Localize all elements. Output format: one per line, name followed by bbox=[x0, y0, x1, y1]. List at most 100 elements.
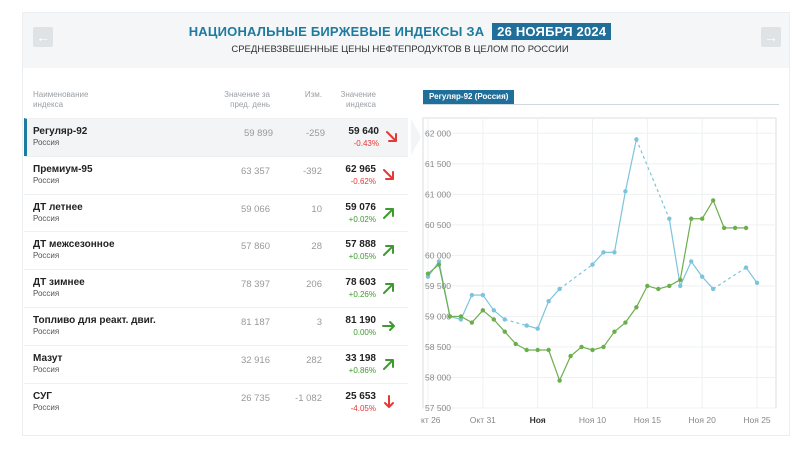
index-region: Россия bbox=[33, 364, 60, 374]
data-point bbox=[469, 292, 475, 298]
index-value: 59 640 bbox=[348, 126, 379, 137]
index-value: 33 198 bbox=[345, 352, 376, 364]
series-line-segment bbox=[690, 261, 703, 278]
data-point bbox=[458, 314, 464, 319]
table-row[interactable]: Мазут Россия 32 916 282 33 198 +0.86% bbox=[24, 344, 408, 383]
series-line-segment bbox=[537, 300, 550, 329]
header-prev-line1: Значение за bbox=[224, 90, 270, 99]
change-percent: -0.43% bbox=[353, 139, 379, 148]
data-point bbox=[469, 320, 475, 325]
data-point bbox=[689, 259, 694, 264]
data-point bbox=[634, 137, 639, 142]
chart-tab[interactable]: Регуляр-92 (Россия) bbox=[423, 90, 515, 104]
index-name: Мазут bbox=[33, 352, 63, 364]
header-change: Изм. bbox=[304, 90, 322, 99]
data-point bbox=[710, 286, 716, 292]
index-name: Регуляр-92 bbox=[33, 126, 88, 137]
chart-tab-divider bbox=[423, 104, 779, 105]
index-value: 78 603 bbox=[345, 277, 376, 289]
index-value: 81 190 bbox=[345, 314, 376, 326]
prev-value: 57 860 bbox=[240, 241, 270, 253]
data-point bbox=[678, 277, 683, 282]
header-name: Наименование индекса bbox=[33, 90, 88, 110]
data-point bbox=[535, 326, 540, 331]
change-percent: -0.62% bbox=[350, 176, 376, 186]
y-tick-label: 61 000 bbox=[425, 189, 451, 199]
series-line-segment bbox=[592, 251, 604, 265]
change-value: 28 bbox=[311, 241, 322, 253]
data-point bbox=[590, 347, 595, 353]
data-point bbox=[634, 305, 639, 310]
data-point bbox=[623, 189, 628, 194]
y-tick-label: 60 500 bbox=[425, 220, 451, 230]
data-point bbox=[667, 216, 672, 221]
table-row[interactable]: Топливо для реакт. двиг. Россия 81 187 3 81 … bbox=[24, 306, 408, 345]
change-value: 3 bbox=[316, 316, 322, 328]
header-value-line2: индекса bbox=[345, 100, 376, 109]
table-row[interactable]: СУГ Россия 26 735 -1 082 25 653 -4.05% bbox=[24, 382, 408, 421]
y-tick-label: 60 000 bbox=[425, 250, 451, 260]
data-point bbox=[710, 198, 716, 203]
x-tick-label: Ноя 10 bbox=[579, 415, 607, 425]
data-point bbox=[743, 225, 749, 231]
date-badge[interactable]: 26 НОЯБРЯ 2024 bbox=[492, 23, 612, 40]
data-point bbox=[590, 262, 595, 267]
x-tick-label: Ноя 20 bbox=[689, 415, 717, 425]
data-point bbox=[491, 308, 497, 313]
page-title: НАЦИОНАЛЬНЫЕ БИРЖЕВЫЕ ИНДЕКСЫ ЗА 26 НОЯБ… bbox=[0, 23, 800, 40]
change-percent: +0.05% bbox=[348, 252, 376, 262]
data-point bbox=[678, 283, 683, 289]
y-tick-label: 58 500 bbox=[425, 342, 451, 352]
table-row[interactable]: Регуляр-92 Россия 59 899 -259 59 640 -0.43% bbox=[24, 118, 421, 156]
index-region: Россия bbox=[33, 175, 60, 185]
table-header: Наименование индекса Значение за пред. д… bbox=[24, 84, 408, 118]
prev-day-button[interactable]: ← bbox=[33, 27, 53, 47]
x-tick-label: кт 26 bbox=[421, 415, 441, 425]
data-point bbox=[480, 308, 486, 313]
index-table: Наименование индекса Значение за пред. д… bbox=[24, 84, 421, 421]
change-percent: +0.26% bbox=[348, 290, 376, 300]
change-value: -259 bbox=[305, 128, 325, 139]
data-point bbox=[645, 283, 650, 289]
trend-arrow-icon bbox=[383, 168, 394, 180]
title-text: НАЦИОНАЛЬНЫЕ БИРЖЕВЫЕ ИНДЕКСЫ ЗА bbox=[188, 24, 485, 39]
table-row[interactable]: ДТ летнее Россия 59 066 10 59 076 +0.02% bbox=[24, 193, 408, 232]
table-row[interactable]: ДТ межсезонное Россия 57 860 28 57 888 +0.05% bbox=[24, 231, 408, 270]
series-line-segment bbox=[679, 218, 692, 280]
prev-value: 26 735 bbox=[240, 392, 270, 404]
data-point bbox=[623, 320, 628, 325]
data-point bbox=[502, 317, 507, 322]
series-line-segment bbox=[438, 264, 451, 317]
series-line-segment bbox=[548, 349, 561, 381]
data-point bbox=[754, 280, 760, 286]
series-line-segment bbox=[504, 318, 527, 327]
next-day-button[interactable]: → bbox=[761, 27, 781, 47]
data-point bbox=[502, 329, 507, 334]
chevron-left-icon: ← bbox=[36, 29, 50, 45]
series-line-segment bbox=[482, 309, 495, 320]
data-point bbox=[612, 329, 617, 334]
data-point bbox=[458, 317, 464, 322]
data-point bbox=[480, 292, 486, 298]
trend-arrow-icon bbox=[383, 283, 394, 295]
series-line-segment bbox=[504, 331, 517, 345]
trend-arrow-icon bbox=[386, 131, 397, 142]
data-point bbox=[425, 274, 431, 279]
table-row[interactable]: Премиум-95 Россия 63 357 -392 62 965 -0.62% bbox=[24, 155, 408, 194]
series-line-segment bbox=[701, 276, 714, 290]
prev-value: 81 187 bbox=[240, 316, 270, 328]
series-line-segment bbox=[668, 218, 681, 286]
data-point bbox=[699, 274, 705, 279]
series-line-segment bbox=[679, 261, 692, 287]
data-point bbox=[568, 353, 573, 359]
series-line-segment bbox=[745, 267, 758, 284]
x-tick-label: Окт 31 bbox=[470, 415, 496, 425]
change-value: -1 082 bbox=[295, 392, 322, 404]
header-name-line1: Наименование bbox=[33, 90, 89, 99]
header-name-line2: индекса bbox=[33, 100, 64, 109]
prev-value: 59 066 bbox=[240, 203, 270, 215]
series-line-segment bbox=[570, 346, 582, 357]
data-point bbox=[535, 347, 540, 353]
header-value-line1: Значение bbox=[340, 90, 376, 99]
table-row[interactable]: ДТ зимнее Россия 78 397 206 78 603 +0.26% bbox=[24, 269, 408, 307]
